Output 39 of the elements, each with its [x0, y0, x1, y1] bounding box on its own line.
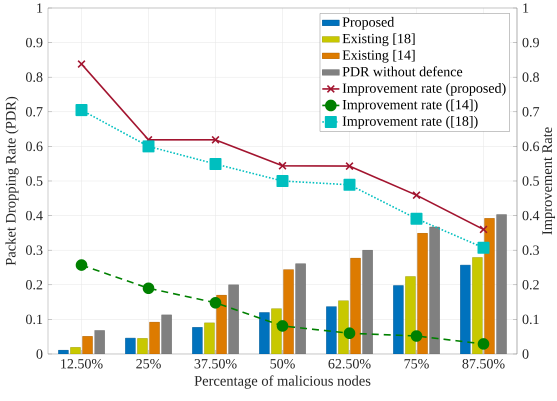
x-tick-label: 37.50%: [194, 359, 237, 369]
y2-tick-label: 0.8: [522, 72, 539, 82]
y2-tick-label: 0.1: [522, 314, 539, 324]
x-tick-label: 50%: [270, 359, 295, 369]
y2-tick-label: 0.2: [522, 280, 539, 290]
legend-label: Existing [18]: [342, 33, 415, 46]
y2-tick-label: 0.9: [522, 38, 539, 48]
x-tick-label: 75%: [404, 359, 429, 369]
x-tick-label: 12.50%: [61, 359, 103, 369]
x-tick-label: 62.50%: [328, 359, 371, 369]
y-axis-title: Packet Dropping Rate (PDR): [5, 96, 19, 266]
legend-label: Improvement rate ([18]): [342, 116, 478, 129]
y-tick-label: 1: [37, 3, 42, 13]
y-tick-label: 0.7: [26, 107, 43, 117]
legend-label: Improvement rate ([14]): [342, 100, 478, 112]
x-tick-label: 25%: [136, 359, 161, 369]
y-tick-label: 0.9: [26, 38, 42, 48]
y2-tick-label: 0.3: [522, 245, 539, 255]
legend-label: Existing [14]: [342, 50, 415, 63]
legend-label: PDR without defence: [342, 66, 462, 76]
y2-tick-label: 1: [523, 3, 528, 13]
y-tick-label: 0: [36, 349, 42, 359]
y2-tick-label: 0.4: [522, 210, 540, 220]
y-tick-label: 0.5: [26, 176, 42, 186]
legend-label: Proposed: [342, 16, 394, 30]
y2-tick-label: 0.6: [522, 142, 540, 152]
legend-label: Improvement rate (proposed): [342, 83, 506, 96]
y2-axis-title: Improvement Rate: [542, 127, 555, 235]
y-tick-label: 0.1: [26, 314, 42, 324]
y-tick-label: 0.6: [26, 142, 43, 152]
x-tick-label: 87.50%: [462, 359, 505, 369]
y-tick-label: 0.3: [26, 245, 42, 255]
y2-tick-label: 0.7: [522, 107, 540, 117]
x-axis-title: Percentage of malicious nodes: [194, 375, 370, 389]
y-tick-label: 0.4: [26, 210, 43, 220]
y2-tick-label: 0.5: [522, 176, 539, 186]
y-tick-label: 0.2: [26, 280, 42, 290]
y-tick-label: 0.8: [26, 72, 42, 82]
y2-tick-label: 0: [522, 349, 528, 359]
